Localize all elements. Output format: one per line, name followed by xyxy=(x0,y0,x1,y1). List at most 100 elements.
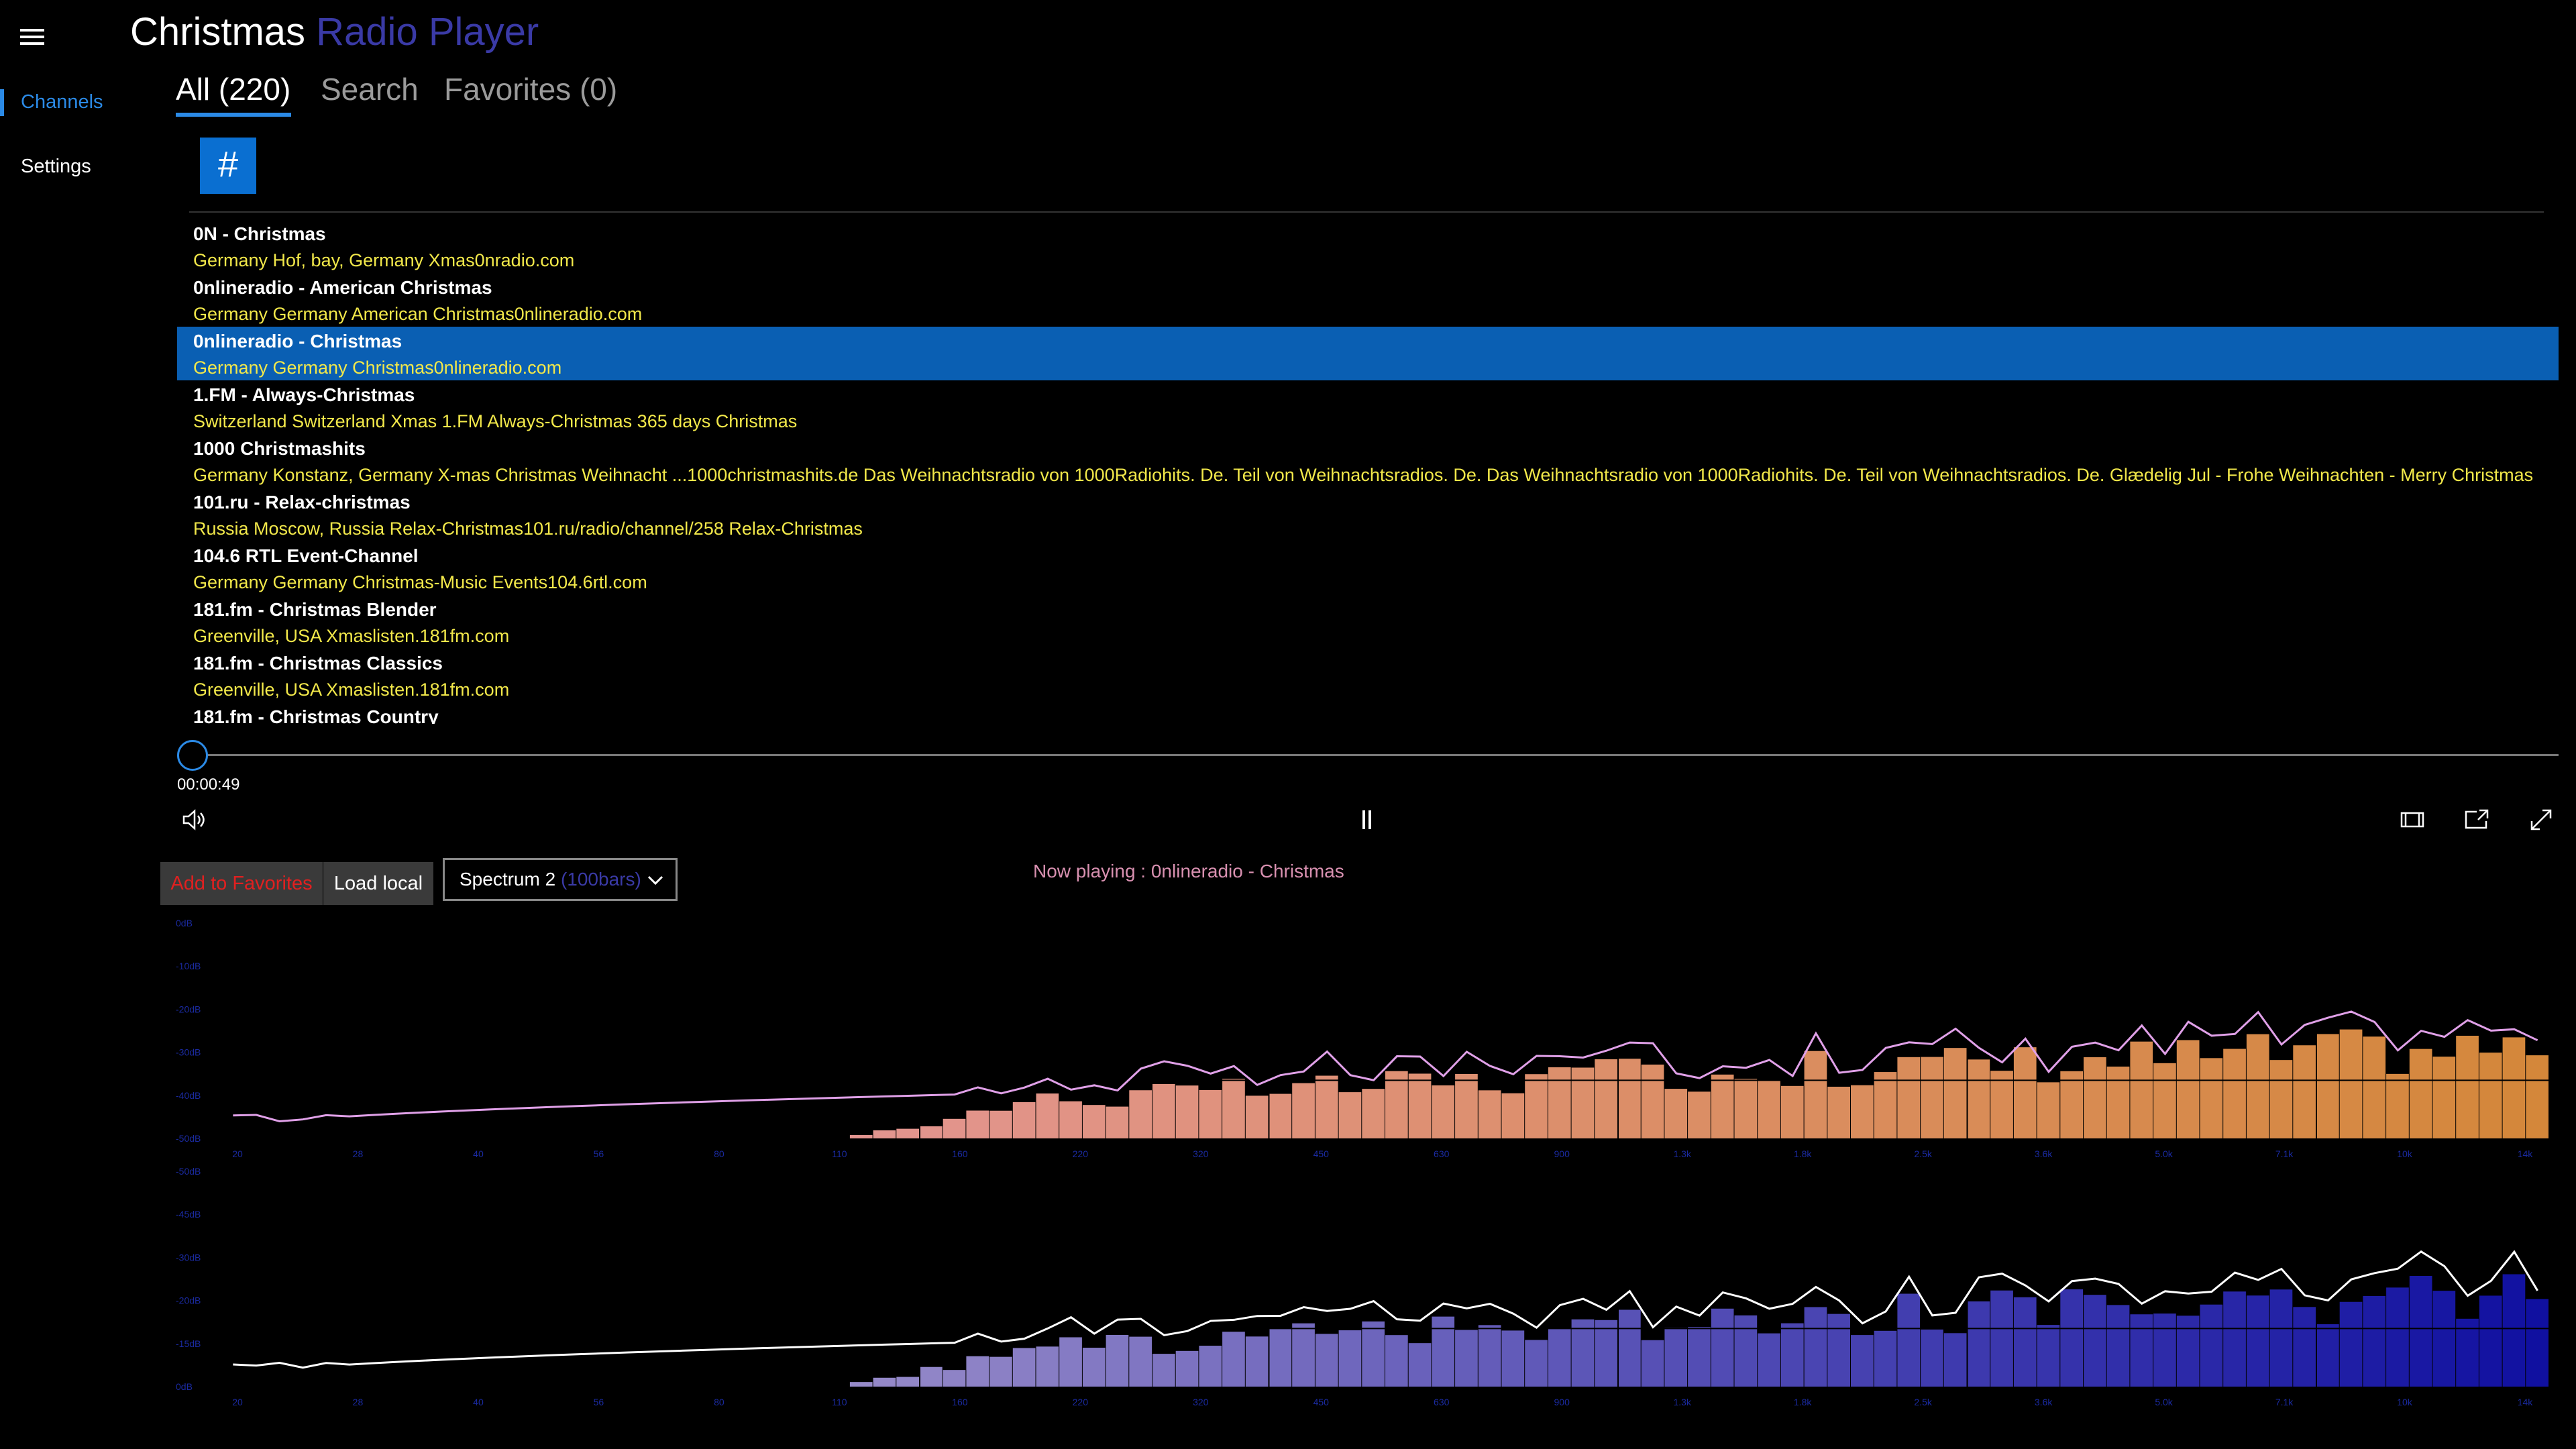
spectrum-bar xyxy=(1245,1336,1269,1387)
tab-favorites[interactable]: Favorites (0) xyxy=(444,72,618,107)
pause-icon[interactable] xyxy=(1352,805,1382,835)
add-to-favorites-button[interactable]: Add to Favorites xyxy=(160,862,323,905)
channel-item[interactable]: 1.FM - Always-Christmas Switzerland Swit… xyxy=(177,380,2559,434)
alphabet-jump-button[interactable]: # xyxy=(200,138,256,194)
freq-label: 320 xyxy=(1193,1148,1209,1159)
spectrum-bar xyxy=(873,1377,896,1387)
load-local-button[interactable]: Load local xyxy=(323,862,433,905)
freq-label: 220 xyxy=(1073,1397,1089,1407)
db-label: -40dB xyxy=(176,1090,201,1101)
freq-label: 14k xyxy=(2518,1397,2534,1407)
channel-item[interactable]: 181.fm - Christmas Country xyxy=(177,702,2559,724)
cast-icon[interactable] xyxy=(2462,805,2491,835)
db-label: -30dB xyxy=(176,1252,201,1263)
spectrum-bar xyxy=(1967,1059,1990,1138)
spectrum-bar xyxy=(1897,1057,1921,1138)
channel-item[interactable]: 181.fm - Christmas Blender Greenville, U… xyxy=(177,595,2559,649)
db-label: -50dB xyxy=(176,1166,201,1177)
spectrum-bar xyxy=(920,1126,943,1138)
spectrum-bar xyxy=(1851,1085,1874,1138)
spectrum-bar xyxy=(2013,1047,2037,1138)
spectrum-bar xyxy=(2084,1057,2106,1138)
db-label: -20dB xyxy=(176,1004,201,1014)
db-label: -20dB xyxy=(176,1295,201,1306)
spectrum-bar xyxy=(1012,1102,1036,1138)
spectrum-bar xyxy=(1758,1080,1780,1138)
seek-thumb[interactable] xyxy=(177,740,208,771)
spectrum-bar xyxy=(2293,1045,2316,1138)
seek-track[interactable] xyxy=(192,754,2559,756)
volume-icon[interactable] xyxy=(180,805,209,835)
spectrum-bar xyxy=(2223,1291,2246,1387)
spectrum-bar xyxy=(1664,1089,1688,1138)
spectrum-bar xyxy=(2363,1036,2386,1138)
spectrum-bar xyxy=(2363,1295,2386,1387)
spectrum-bar xyxy=(1525,1340,1548,1387)
spectrum-bar xyxy=(1851,1335,1874,1387)
spectrum-bar xyxy=(2409,1049,2432,1138)
chevron-down-icon xyxy=(647,875,663,885)
spectrum-bar xyxy=(1106,1334,1129,1387)
channel-item[interactable]: 101.ru - Relax-christmas Russia Moscow, … xyxy=(177,488,2559,541)
visualizer-label: Spectrum 2 xyxy=(460,869,556,890)
freq-label: 5.0k xyxy=(2155,1148,2173,1159)
compact-overlay-icon[interactable] xyxy=(2398,805,2427,835)
channel-desc: Greenville, USA Xmaslisten.181fm.com xyxy=(193,680,510,700)
freq-label: 2.5k xyxy=(1914,1397,1932,1407)
spectrum-bar xyxy=(2037,1082,2060,1138)
spectrum-bar xyxy=(1199,1089,1222,1138)
freq-label: 450 xyxy=(1313,1148,1330,1159)
channel-item[interactable]: 104.6 RTL Event-Channel Germany Germany … xyxy=(177,541,2559,595)
nav-item-settings[interactable]: Settings xyxy=(21,156,91,177)
freq-label: 56 xyxy=(594,1148,604,1159)
spectrum-bar xyxy=(1943,1333,1967,1387)
spectrum-bar xyxy=(1082,1105,1106,1138)
nav-item-channels[interactable]: Channels xyxy=(21,91,103,113)
spectrum-bar xyxy=(1897,1293,1921,1387)
tab-search[interactable]: Search xyxy=(321,72,419,107)
channel-item-selected[interactable]: 0nlineradio - Christmas Germany Germany … xyxy=(177,327,2559,380)
fullscreen-icon[interactable] xyxy=(2526,805,2556,835)
spectrum-bar xyxy=(2293,1307,2316,1387)
channel-name: 181.fm - Christmas Country xyxy=(193,706,439,724)
spectrum-top: 0dB -10dB -20dB -30dB -40dB -50dB 20 28 40 56 80 11… xyxy=(168,914,2556,1162)
freq-label: 40 xyxy=(473,1148,484,1159)
spectrum-bar xyxy=(1804,1307,1827,1387)
channel-item[interactable]: 181.fm - Christmas Classics Greenville, … xyxy=(177,649,2559,702)
spectrum-bar xyxy=(1036,1093,1059,1138)
channel-name: 1.FM - Always-Christmas xyxy=(193,384,415,405)
spectrum-bar xyxy=(989,1356,1012,1387)
channel-desc: Germany Hof, bay, Germany Xmas0nradio.co… xyxy=(193,250,575,270)
channel-item[interactable]: 0nlineradio - American Christmas Germany… xyxy=(177,273,2559,327)
spectrum-bar xyxy=(2502,1274,2526,1387)
db-label: -45dB xyxy=(176,1209,201,1220)
db-label: 0dB xyxy=(176,918,193,928)
spectrum-bar xyxy=(2200,1058,2223,1138)
channel-item[interactable]: 0N - Christmas Germany Hof, bay, Germany… xyxy=(177,219,2559,273)
spectrum-bar xyxy=(1175,1085,1199,1138)
channel-item[interactable]: 1000 Christmashits Germany Konstanz, Ger… xyxy=(177,434,2559,488)
hamburger-icon[interactable] xyxy=(20,27,44,47)
spectrum-bar xyxy=(1432,1085,1455,1138)
spectrum-bar xyxy=(1152,1083,1175,1138)
app-title: Christmas Radio Player xyxy=(130,9,539,54)
channel-desc: Russia Moscow, Russia Relax-Christmas101… xyxy=(193,519,863,539)
spectrum-bar xyxy=(1269,1093,1292,1138)
channel-list[interactable]: 0N - Christmas Germany Hof, bay, Germany… xyxy=(177,219,2559,724)
spectrum-bar xyxy=(2316,1324,2339,1387)
app-title-part2: Radio Player xyxy=(316,10,539,54)
freq-label: 20 xyxy=(232,1397,243,1407)
freq-label: 110 xyxy=(832,1148,847,1159)
spectrum-bar xyxy=(2176,1040,2200,1138)
freq-label: 2.5k xyxy=(1914,1148,1932,1159)
spectrum-bar xyxy=(1618,1309,1641,1387)
spectrum-bar xyxy=(1432,1316,1455,1387)
spectrum-bar xyxy=(1315,1334,1338,1387)
tab-all[interactable]: All (220) xyxy=(176,72,291,107)
visualizer-dropdown[interactable]: Spectrum 2 (100bars) xyxy=(443,858,678,901)
tab-underline xyxy=(176,113,291,117)
db-label: -30dB xyxy=(176,1047,201,1058)
spectrum-bar xyxy=(2339,1301,2363,1387)
spectrum-bar xyxy=(1059,1337,1082,1387)
spectrum-bar xyxy=(1385,1335,1408,1387)
